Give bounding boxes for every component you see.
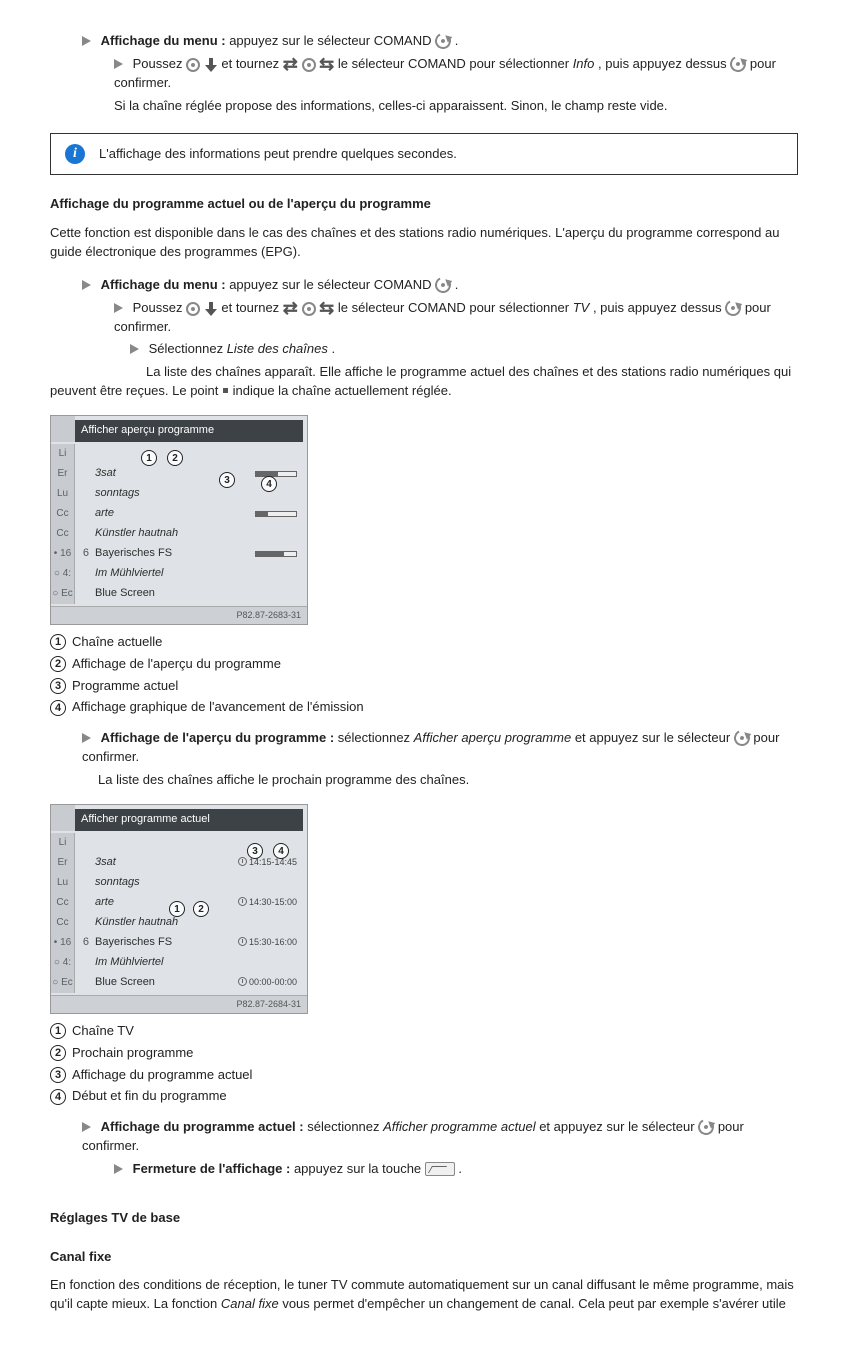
back-button-icon — [425, 1162, 455, 1176]
legend-text: Chaîne TV — [72, 1022, 134, 1041]
legend: 1 Chaîne TV 2 Prochain programme 3 Affichage … — [50, 1022, 798, 1106]
dial-icon — [186, 302, 200, 316]
legend-text: Début et fin du programme — [72, 1087, 227, 1106]
step-note: La liste des chaînes affiche le prochain… — [98, 771, 798, 790]
legend-text: Affichage de l'aperçu du programme — [72, 655, 281, 674]
down-arrow-icon — [205, 58, 217, 72]
substep-line: Poussez et tournez ⇄ ⇆ le sélecteur COMA… — [114, 55, 798, 93]
tri-icon — [114, 1164, 123, 1174]
legend-text: Programme actuel — [72, 677, 178, 696]
callout-1: 1 — [169, 901, 185, 917]
step-line: Affichage du menu : appuyez sur le sélec… — [82, 276, 798, 295]
legend-number: 4 — [50, 1089, 66, 1105]
callout-4: 4 — [261, 476, 277, 492]
callout-1: 1 — [141, 450, 157, 466]
tri-icon — [82, 280, 91, 290]
tri-icon — [130, 344, 139, 354]
down-arrow-icon — [205, 302, 217, 316]
square-icon — [223, 388, 228, 393]
ss-row: Li — [51, 833, 303, 853]
punct: . — [455, 33, 459, 48]
tri-icon — [114, 303, 123, 313]
legend-item: 3 Affichage du programme actuel — [50, 1066, 798, 1085]
legend-number: 4 — [50, 700, 66, 716]
tri-icon — [114, 59, 123, 69]
ss-header: Afficher aperçu programme — [75, 420, 303, 442]
legend-number: 3 — [50, 678, 66, 694]
tri-icon — [82, 733, 91, 743]
legend-item: 4 Affichage graphique de l'avancement de … — [50, 698, 798, 717]
step-line: Affichage du programme actuel : sélectio… — [82, 1118, 798, 1156]
substep-line: Fermeture de l'affichage : appuyez sur l… — [114, 1160, 798, 1179]
ss-row: • 166Bayerisches FS — [51, 544, 303, 564]
ss-header: Afficher programme actuel — [75, 809, 303, 831]
callout-3: 3 — [219, 472, 235, 488]
legend-number: 2 — [50, 656, 66, 672]
dial-icon — [302, 302, 316, 316]
ss-row: Ccarte — [51, 504, 303, 524]
section-heading: Affichage du programme actuel ou de l'ap… — [50, 195, 798, 214]
callout-2: 2 — [193, 901, 209, 917]
ss-row: ○ EcBlue Screen00:00-00:00 — [51, 973, 303, 993]
tri-icon — [82, 36, 91, 46]
ss-footer: P82.87-2683-31 — [51, 606, 307, 624]
legend-item: 3 Programme actuel — [50, 677, 798, 696]
legend-item: 2 Affichage de l'aperçu du programme — [50, 655, 798, 674]
ss-footer: P82.87-2684-31 — [51, 995, 307, 1013]
paragraph: En fonction des conditions de réception,… — [50, 1276, 798, 1314]
info-box: i L'affichage des informations peut pren… — [50, 133, 798, 175]
callout-4: 4 — [273, 843, 289, 859]
legend-text: Affichage du programme actuel — [72, 1066, 252, 1085]
legend: 1 Chaîne actuelle 2 Affichage de l'aperçu d… — [50, 633, 798, 717]
callout-3: 3 — [247, 843, 263, 859]
selector-press-icon — [433, 275, 454, 296]
info-icon: i — [65, 144, 85, 164]
ss-row: • 166Bayerisches FS15:30-16:00 — [51, 933, 303, 953]
dial-icon — [186, 58, 200, 72]
ss-row: Lusonntags — [51, 873, 303, 893]
legend-item: 1 Chaîne TV — [50, 1022, 798, 1041]
ss-row: ○ 4:Im Mühlviertel — [51, 953, 303, 973]
legend-item: 4 Début et fin du programme — [50, 1087, 798, 1106]
ss-row: Er3sat14:15-14:45 — [51, 853, 303, 873]
selector-press-icon — [732, 728, 753, 749]
selector-press-icon — [728, 54, 749, 75]
selector-press-icon — [433, 31, 454, 52]
screenshot-channel-list: Afficher aperçu programme LiEr3satLusonn… — [50, 415, 308, 625]
step-text: appuyez sur le sélecteur COMAND — [229, 33, 435, 48]
section-heading: Réglages TV de base — [50, 1209, 798, 1228]
paragraph: Cette fonction est disponible dans le ca… — [50, 224, 798, 262]
legend-text: Prochain programme — [72, 1044, 193, 1063]
step-label: Affichage du menu : — [101, 33, 226, 48]
step-line: Affichage de l'aperçu du programme : sél… — [82, 729, 798, 767]
substep-line: Sélectionnez Liste des chaînes . — [130, 340, 798, 359]
legend-text: Chaîne actuelle — [72, 633, 162, 652]
bracket-r-icon: ⇆ — [319, 301, 334, 315]
subsection-heading: Canal fixe — [50, 1248, 798, 1267]
bracket-l-icon: ⇄ — [283, 57, 298, 71]
ss-row: CcKünstler hautnah — [51, 524, 303, 544]
legend-number: 1 — [50, 1023, 66, 1039]
callout-2: 2 — [167, 450, 183, 466]
ss-row: ○ 4:Im Mühlviertel — [51, 564, 303, 584]
dial-icon — [302, 58, 316, 72]
legend-number: 3 — [50, 1067, 66, 1083]
selector-press-icon — [696, 1117, 717, 1138]
step-note: La liste des chaînes apparaît. Elle affi… — [50, 363, 798, 401]
legend-number: 2 — [50, 1045, 66, 1061]
legend-item: 1 Chaîne actuelle — [50, 633, 798, 652]
step-line: Affichage du menu : appuyez sur le sélec… — [82, 32, 798, 51]
info-text: L'affichage des informations peut prendr… — [99, 145, 457, 164]
bracket-l-icon: ⇄ — [283, 301, 298, 315]
screenshot-program-preview: Afficher programme actuel LiEr3sat14:15-… — [50, 804, 308, 1014]
legend-text: Affichage graphique de l'avancement de l… — [72, 698, 364, 717]
selector-press-icon — [723, 297, 744, 318]
ss-row: ○ EcBlue Screen — [51, 584, 303, 604]
bracket-r-icon: ⇆ — [319, 57, 334, 71]
legend-number: 1 — [50, 634, 66, 650]
step-note: Si la chaîne réglée propose des informat… — [114, 97, 798, 116]
legend-item: 2 Prochain programme — [50, 1044, 798, 1063]
substep-line: Poussez et tournez ⇄ ⇆ le sélecteur COMA… — [114, 299, 798, 337]
tri-icon — [82, 1122, 91, 1132]
